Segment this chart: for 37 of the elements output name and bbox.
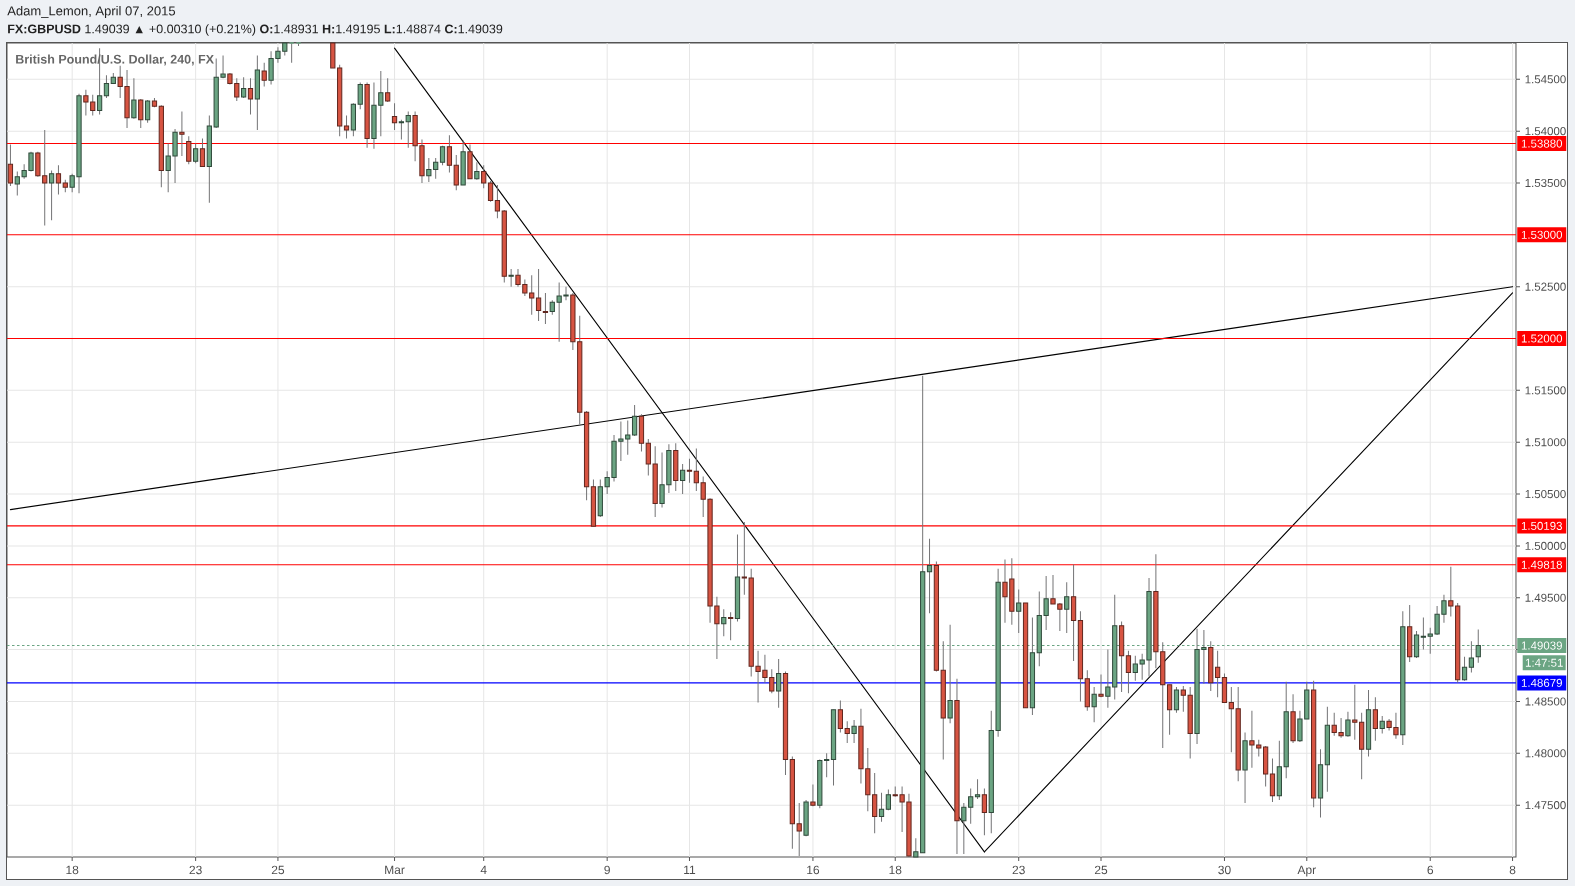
text: FX:GBPUSD 1.49039 ▲ +0.00310 (+0.21%) O:1.48931 H:1.49195 L:1.48874 C:1.49039 bbox=[8, 24, 503, 36]
y-tick-label: 1.51500 bbox=[1525, 386, 1566, 395]
y-tick-label: 1.48000 bbox=[1525, 749, 1566, 758]
x-tick-label: 4 bbox=[480, 865, 487, 874]
x-tick-label: Apr bbox=[1297, 865, 1316, 877]
x-tick-label: Mar bbox=[385, 865, 405, 875]
ref-line-label: 1.52000 bbox=[1521, 334, 1563, 343]
y-tick-label: 1.51000 bbox=[1525, 438, 1566, 447]
y-tick-label: 1.54000 bbox=[1525, 127, 1566, 136]
y-tick-label: 1.52500 bbox=[1525, 282, 1566, 291]
y-tick-label: 1.50000 bbox=[1525, 541, 1566, 550]
x-tick-label: 18 bbox=[889, 865, 902, 875]
x-tick-label: 16 bbox=[807, 865, 820, 875]
text: Adam_Lemon, April 07, 2015 bbox=[7, 5, 176, 19]
ref-line-label: 1.53880 bbox=[1521, 139, 1563, 148]
x-tick-label: 8 bbox=[1509, 865, 1516, 875]
x-tick-label: 25 bbox=[271, 865, 285, 875]
x-tick-label: 25 bbox=[1094, 865, 1108, 875]
x-tick-label: 9 bbox=[604, 865, 610, 875]
y-tick-label: 1.48500 bbox=[1525, 697, 1566, 706]
x-tick-label: 6 bbox=[1427, 865, 1434, 875]
x-tick-label: 18 bbox=[66, 865, 79, 875]
ref-line-label: 1.48679 bbox=[1521, 678, 1562, 687]
x-tick-label: 30 bbox=[1218, 865, 1231, 875]
text: 1:47:51 bbox=[1525, 658, 1563, 667]
y-tick-label: 1.53500 bbox=[1525, 178, 1566, 188]
y-tick-label: 1.47500 bbox=[1525, 801, 1566, 810]
ref-line-label: 1.49818 bbox=[1521, 560, 1563, 569]
ref-line-label: 1.53000 bbox=[1521, 230, 1563, 239]
x-tick-label: 11 bbox=[684, 865, 696, 874]
y-tick-label: 1.49500 bbox=[1525, 593, 1566, 602]
x-tick-label: 23 bbox=[189, 865, 202, 875]
y-tick-label: 1.50500 bbox=[1525, 489, 1566, 499]
x-tick-label: 23 bbox=[1012, 865, 1025, 875]
ref-line-label: 1.49039 bbox=[1521, 641, 1562, 650]
ref-line-label: 1.50193 bbox=[1521, 521, 1563, 530]
y-tick-label: 1.54500 bbox=[1525, 75, 1566, 84]
